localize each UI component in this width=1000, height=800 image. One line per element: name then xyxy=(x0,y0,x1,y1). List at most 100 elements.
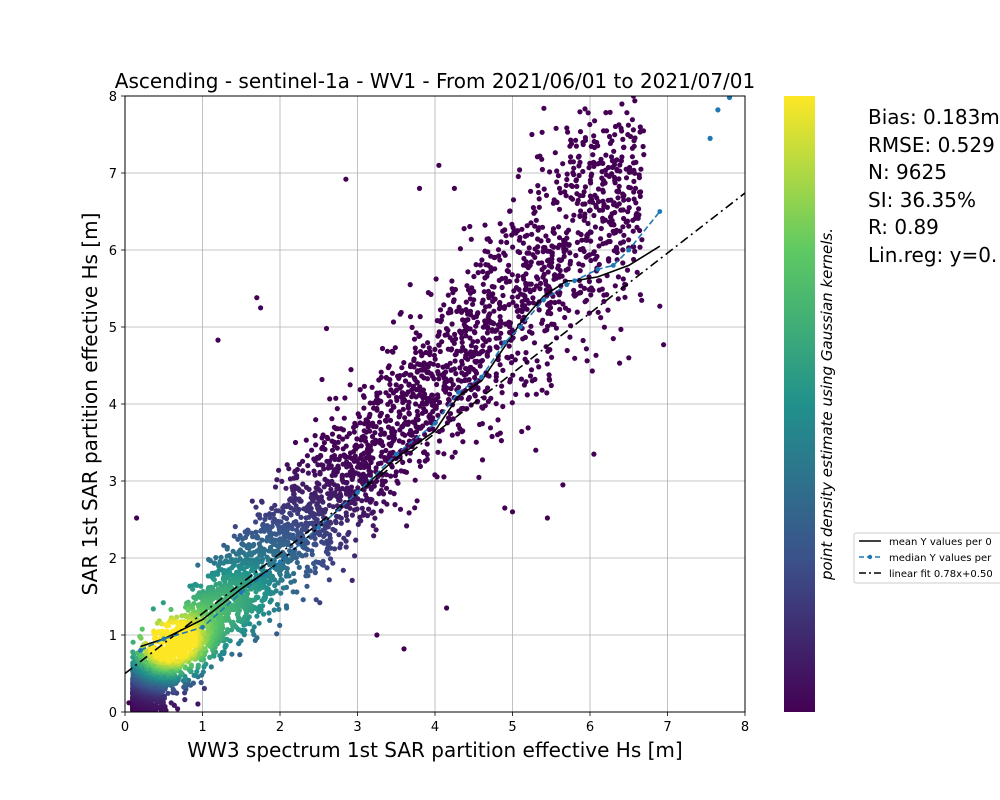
scatter-point xyxy=(359,498,365,504)
scatter-point xyxy=(639,297,645,303)
scatter-point xyxy=(576,163,582,169)
scatter-point xyxy=(551,276,557,282)
scatter-point xyxy=(601,324,608,330)
scatter-point xyxy=(569,183,575,189)
scatter-point xyxy=(300,597,306,603)
scatter-point xyxy=(501,305,507,311)
scatter-point xyxy=(159,628,165,634)
scatter-point xyxy=(591,163,597,169)
scatter-point xyxy=(291,570,297,577)
scatter-point xyxy=(483,339,489,345)
scatter-point xyxy=(449,286,455,292)
median-marker xyxy=(595,266,601,272)
scatter-point xyxy=(625,209,631,215)
scatter-point xyxy=(606,258,612,264)
scatter-point xyxy=(491,308,497,314)
scatter-point xyxy=(474,338,481,344)
scatter-point xyxy=(266,548,272,554)
scatter-point xyxy=(368,486,374,492)
scatter-outlier xyxy=(529,131,535,138)
scatter-point xyxy=(195,701,201,707)
scatter-point xyxy=(372,515,378,521)
scatter-point xyxy=(361,405,367,411)
scatter-point xyxy=(626,205,632,211)
scatter-point xyxy=(375,400,381,406)
scatter-point xyxy=(571,212,577,218)
scatter-point xyxy=(349,476,355,482)
scatter-point xyxy=(464,283,470,289)
scatter-outlier xyxy=(374,632,380,638)
scatter-point xyxy=(499,284,505,291)
scatter-point xyxy=(335,439,341,445)
scatter-point xyxy=(272,484,279,490)
scatter-point xyxy=(505,268,511,275)
scatter-point xyxy=(401,372,407,378)
y-axis-ticks: 0 1 2 3 4 5 6 7 8 xyxy=(109,90,125,721)
scatter-point xyxy=(344,517,350,523)
scatter-point xyxy=(414,380,420,386)
scatter-point xyxy=(630,96,636,99)
scatter-point xyxy=(509,400,515,406)
scatter-point xyxy=(563,214,569,220)
scatter-point xyxy=(581,285,588,291)
scatter-outlier xyxy=(502,505,508,511)
scatter-point xyxy=(592,224,599,230)
scatter-point xyxy=(479,257,485,263)
scatter-point xyxy=(582,184,589,190)
scatter-point xyxy=(397,311,403,317)
scatter-point xyxy=(611,202,617,208)
scatter-point xyxy=(351,429,357,435)
scatter-point xyxy=(312,472,318,478)
scatter-point xyxy=(445,346,451,352)
scatter-point xyxy=(452,358,458,364)
scatter-outlier xyxy=(591,451,597,457)
scatter-point xyxy=(636,189,643,195)
scatter-point xyxy=(524,392,530,398)
scatter-point xyxy=(225,627,231,633)
scatter-point xyxy=(165,690,171,696)
scatter-point xyxy=(334,513,340,520)
scatter-point xyxy=(595,278,602,284)
scatter-point xyxy=(323,549,329,555)
scatter-point xyxy=(433,405,439,411)
scatter-point xyxy=(272,583,278,589)
scatter-point xyxy=(620,260,626,266)
scatter-point xyxy=(313,597,319,603)
scatter-point xyxy=(436,376,442,382)
scatter-point xyxy=(419,410,426,416)
scatter-point xyxy=(587,160,593,166)
scatter-point xyxy=(344,464,350,470)
scatter-point xyxy=(461,226,467,232)
scatter-point xyxy=(412,345,418,351)
scatter-point xyxy=(467,223,473,230)
chart-title: Ascending - sentinel-1a - WV1 - From 202… xyxy=(115,69,755,93)
scatter-point xyxy=(452,331,458,337)
scatter-point xyxy=(390,349,396,355)
scatter-point xyxy=(261,611,267,617)
scatter-point xyxy=(497,362,503,368)
scatter-outlier xyxy=(444,605,450,611)
stat-linreg: Lin.reg: y=0. xyxy=(868,242,998,267)
scatter-point xyxy=(414,408,420,414)
scatter-point xyxy=(586,208,593,214)
scatter-point xyxy=(487,238,493,245)
scatter-point xyxy=(279,478,285,484)
scatter-point xyxy=(402,432,408,438)
scatter-point xyxy=(352,553,358,559)
scatter-point xyxy=(577,268,583,274)
scatter-point xyxy=(159,646,165,652)
scatter-point xyxy=(637,193,643,199)
scatter-point xyxy=(274,601,280,608)
scatter-point xyxy=(608,222,614,228)
y-tick-label: 7 xyxy=(109,167,117,182)
scatter-point xyxy=(413,424,419,430)
scatter-point xyxy=(267,515,273,521)
scatter-point xyxy=(591,212,597,219)
scatter-point xyxy=(417,314,423,320)
scatter-point xyxy=(630,127,637,133)
scatter-point xyxy=(506,343,512,349)
scatter-point xyxy=(567,261,573,267)
scatter-point xyxy=(519,299,525,305)
scatter-point xyxy=(191,672,197,679)
scatter-point xyxy=(347,450,354,456)
